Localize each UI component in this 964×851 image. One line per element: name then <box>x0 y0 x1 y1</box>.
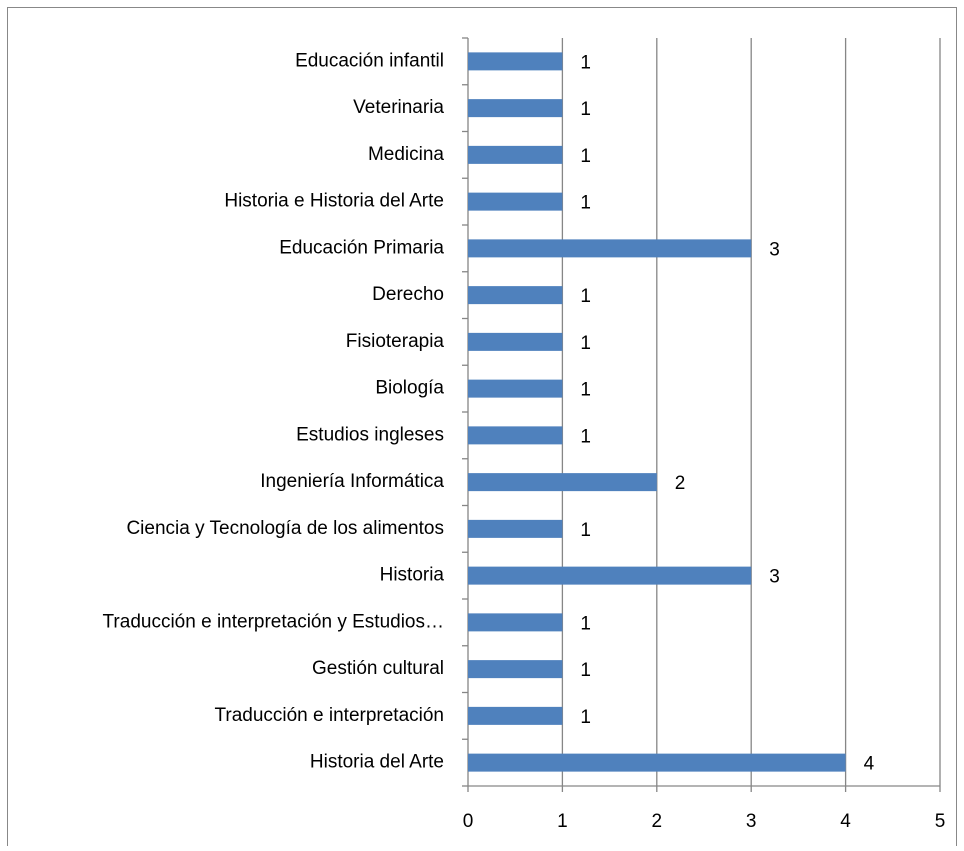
data-label: 1 <box>580 520 591 541</box>
data-label: 1 <box>580 193 591 214</box>
bar <box>468 566 752 585</box>
bar <box>468 660 563 679</box>
bar <box>468 753 846 772</box>
data-label: 1 <box>580 52 591 73</box>
data-label: 1 <box>580 380 591 401</box>
y-tick-label: Traducción e interpretación y Estudios… <box>103 611 444 632</box>
bar <box>468 706 563 725</box>
x-tick-label: 1 <box>557 811 568 832</box>
data-label: 1 <box>580 660 591 681</box>
data-label: 1 <box>580 146 591 167</box>
x-tick-label: 4 <box>840 811 851 832</box>
bar <box>468 286 563 305</box>
bar <box>468 519 563 538</box>
data-label: 1 <box>580 99 591 120</box>
y-tick-label: Estudios ingleses <box>296 424 444 445</box>
bar <box>468 239 752 258</box>
y-tick-label: Fisioterapia <box>346 331 445 352</box>
data-label: 1 <box>580 613 591 634</box>
bar <box>468 192 563 211</box>
data-label: 1 <box>580 333 591 354</box>
bar <box>468 613 563 632</box>
bar <box>468 379 563 398</box>
data-label: 3 <box>769 567 780 588</box>
y-tick-label: Educación Primaria <box>279 237 444 258</box>
data-label: 2 <box>675 473 686 494</box>
data-label: 1 <box>580 707 591 728</box>
data-label: 1 <box>580 286 591 307</box>
bar <box>468 145 563 164</box>
bar <box>468 52 563 71</box>
y-tick-label: Veterinaria <box>353 97 444 118</box>
y-tick-label: Ingeniería Informática <box>260 471 444 492</box>
x-tick-label: 0 <box>463 811 474 832</box>
bar <box>468 473 657 492</box>
y-tick-label: Traducción e interpretación <box>214 705 444 726</box>
bar <box>468 426 563 445</box>
y-tick-label: Historia <box>380 565 445 586</box>
y-tick-label: Historia e Historia del Arte <box>224 191 444 212</box>
y-tick-label: Educación infantil <box>295 50 444 71</box>
y-tick-label: Gestión cultural <box>312 658 444 679</box>
x-tick-label: 3 <box>746 811 757 832</box>
bar <box>468 332 563 351</box>
bar <box>468 99 563 118</box>
x-tick-label: 2 <box>652 811 663 832</box>
y-tick-label: Biología <box>375 378 444 399</box>
y-tick-label: Historia del Arte <box>310 752 444 773</box>
x-tick-label: 5 <box>935 811 946 832</box>
y-tick-label: Ciencia y Tecnología de los alimentos <box>126 518 444 539</box>
data-label: 1 <box>580 426 591 447</box>
y-tick-label: Derecho <box>372 284 444 305</box>
y-tick-label: Medicina <box>368 144 444 165</box>
data-label: 3 <box>769 239 780 260</box>
data-label: 4 <box>864 754 875 775</box>
